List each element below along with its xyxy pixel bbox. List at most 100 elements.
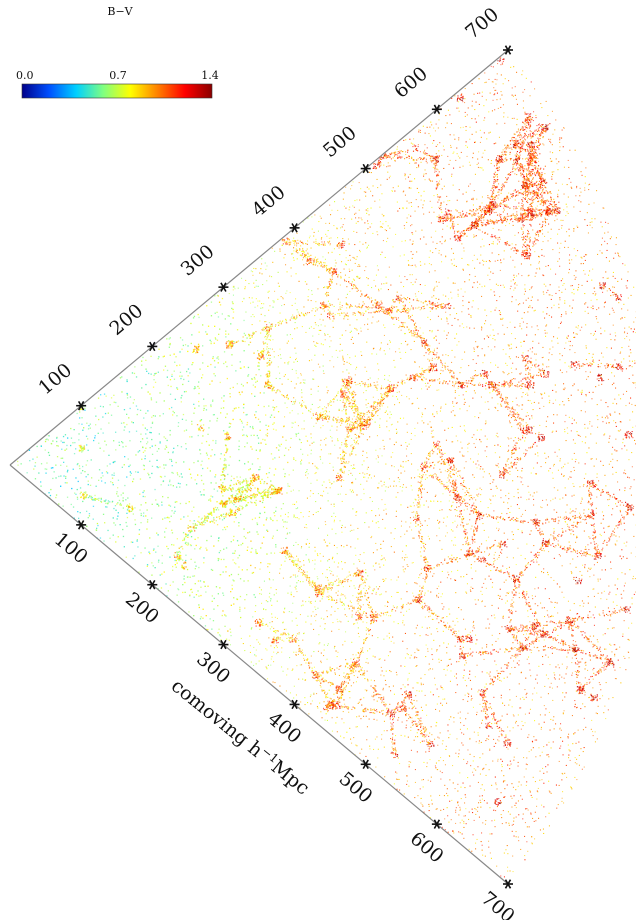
- galaxy-point: [343, 408, 345, 410]
- galaxy-point: [506, 159, 508, 161]
- galaxy-point: [536, 205, 538, 207]
- galaxy-point: [363, 562, 365, 564]
- galaxy-point: [446, 516, 448, 518]
- galaxy-point: [265, 414, 267, 416]
- galaxy-point: [525, 157, 527, 159]
- galaxy-point: [214, 337, 216, 339]
- galaxy-point: [520, 345, 522, 347]
- galaxy-point: [512, 534, 514, 536]
- galaxy-point: [297, 575, 299, 577]
- galaxy-point: [293, 697, 295, 699]
- galaxy-point: [486, 438, 488, 440]
- galaxy-point: [360, 483, 362, 485]
- galaxy-point: [506, 204, 508, 206]
- galaxy-point: [373, 691, 375, 693]
- galaxy-point: [350, 330, 352, 332]
- galaxy-point: [628, 657, 630, 659]
- galaxy-point: [453, 717, 455, 719]
- galaxy-point: [388, 637, 390, 639]
- galaxy-point: [273, 416, 276, 418]
- galaxy-point: [461, 454, 463, 456]
- galaxy-point: [192, 362, 194, 364]
- galaxy-point: [575, 690, 577, 692]
- galaxy-point: [345, 493, 347, 495]
- galaxy-point: [577, 613, 579, 615]
- galaxy-point: [536, 618, 538, 620]
- galaxy-point: [507, 502, 509, 504]
- galaxy-point: [62, 435, 65, 438]
- galaxy-point: [164, 365, 167, 367]
- galaxy-point: [567, 462, 569, 464]
- galaxy-point: [63, 475, 65, 477]
- galaxy-point: [400, 472, 402, 474]
- galaxy-point: [383, 730, 385, 732]
- galaxy-point: [564, 428, 566, 430]
- galaxy-point: [126, 525, 128, 527]
- galaxy-point: [289, 446, 291, 448]
- galaxy-point: [184, 344, 187, 346]
- galaxy-point: [219, 574, 221, 576]
- galaxy-point: [141, 387, 143, 389]
- galaxy-point: [439, 732, 441, 734]
- galaxy-point: [140, 552, 142, 554]
- galaxy-point: [464, 431, 466, 433]
- galaxy-point: [482, 259, 484, 261]
- galaxy-point: [427, 316, 429, 318]
- galaxy-point: [242, 643, 244, 645]
- galaxy-point: [323, 262, 325, 264]
- galaxy-point: [256, 380, 258, 382]
- galaxy-point: [142, 491, 144, 494]
- galaxy-point: [388, 177, 390, 179]
- galaxy-point: [374, 200, 376, 202]
- galaxy-point: [450, 630, 452, 632]
- galaxy-point: [504, 148, 506, 150]
- galaxy-point: [290, 637, 292, 639]
- galaxy-point: [486, 672, 488, 674]
- galaxy-point: [409, 301, 411, 303]
- galaxy-point: [386, 426, 388, 428]
- galaxy-point: [396, 606, 398, 608]
- galaxy-point: [343, 268, 345, 270]
- galaxy-point: [450, 291, 452, 293]
- galaxy-point: [574, 757, 576, 759]
- galaxy-point: [178, 559, 180, 562]
- galaxy-point: [500, 229, 502, 231]
- galaxy-point: [60, 485, 62, 487]
- galaxy-point: [479, 129, 481, 131]
- galaxy-point: [474, 141, 476, 143]
- galaxy-point: [557, 195, 559, 197]
- galaxy-point: [449, 613, 451, 615]
- galaxy-point: [214, 476, 216, 478]
- galaxy-point: [208, 444, 210, 446]
- galaxy-point: [606, 243, 608, 245]
- galaxy-point: [576, 779, 578, 781]
- galaxy-point: [455, 692, 457, 694]
- galaxy-point: [497, 284, 499, 286]
- galaxy-point: [410, 202, 412, 204]
- galaxy-point: [295, 617, 297, 619]
- galaxy-point: [544, 714, 546, 716]
- galaxy-point: [464, 291, 466, 293]
- galaxy-point: [329, 542, 331, 544]
- galaxy-point: [210, 404, 212, 406]
- galaxy-point: [448, 719, 450, 721]
- galaxy-point: [560, 280, 562, 282]
- galaxy-point: [283, 628, 285, 630]
- galaxy-point: [488, 267, 490, 269]
- galaxy-point: [470, 586, 472, 588]
- galaxy-point: [109, 404, 111, 406]
- galaxy-point: [513, 415, 515, 417]
- galaxy-point: [466, 685, 468, 687]
- galaxy-point: [634, 404, 636, 406]
- galaxy-point: [498, 556, 500, 558]
- galaxy-point: [416, 690, 418, 692]
- galaxy-point: [425, 656, 427, 658]
- galaxy-point: [288, 611, 290, 613]
- galaxy-point: [145, 433, 147, 435]
- galaxy-point: [341, 593, 343, 595]
- galaxy-point: [584, 662, 586, 664]
- galaxy-point: [236, 383, 238, 385]
- galaxy-point: [495, 664, 497, 666]
- galaxy-point: [427, 634, 429, 636]
- galaxy-point: [195, 544, 197, 547]
